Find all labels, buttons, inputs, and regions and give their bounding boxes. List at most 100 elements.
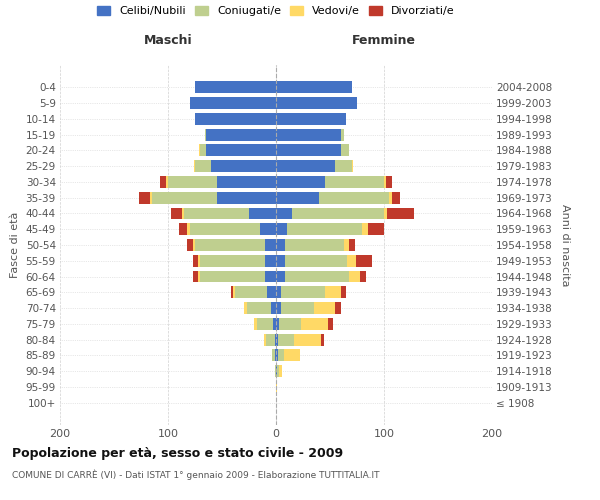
- Bar: [265, 239, 276, 251]
- Bar: [322, 334, 323, 345]
- Bar: [275, 334, 276, 345]
- Bar: [200, 255, 265, 266]
- Text: Popolazione per età, sesso e stato civile - 2009: Popolazione per età, sesso e stato civil…: [12, 448, 343, 460]
- Bar: [166, 176, 168, 188]
- Bar: [341, 128, 344, 140]
- Bar: [193, 270, 198, 282]
- Bar: [272, 350, 275, 362]
- Bar: [386, 176, 392, 188]
- Bar: [275, 366, 276, 377]
- Bar: [276, 270, 284, 282]
- Bar: [292, 208, 384, 220]
- Bar: [284, 239, 344, 251]
- Bar: [276, 208, 292, 220]
- Bar: [171, 208, 182, 220]
- Bar: [187, 224, 190, 235]
- Bar: [287, 224, 362, 235]
- Bar: [190, 224, 260, 235]
- Bar: [195, 82, 276, 93]
- Y-axis label: Anni di nascita: Anni di nascita: [560, 204, 569, 286]
- Bar: [198, 255, 200, 266]
- Text: Femmine: Femmine: [352, 34, 416, 48]
- Bar: [199, 144, 200, 156]
- Bar: [260, 224, 276, 235]
- Bar: [264, 334, 266, 345]
- Bar: [276, 286, 281, 298]
- Bar: [198, 270, 200, 282]
- Bar: [341, 286, 346, 298]
- Bar: [279, 318, 301, 330]
- Bar: [276, 192, 319, 203]
- Bar: [244, 302, 247, 314]
- Bar: [279, 366, 283, 377]
- Bar: [314, 302, 335, 314]
- Bar: [276, 350, 278, 362]
- Bar: [276, 160, 335, 172]
- Bar: [278, 334, 295, 345]
- Bar: [276, 113, 346, 124]
- Bar: [276, 224, 287, 235]
- Bar: [206, 128, 276, 140]
- Bar: [335, 160, 352, 172]
- Bar: [268, 286, 276, 298]
- Bar: [211, 160, 276, 172]
- Legend: Celibi/Nubili, Coniugati/e, Vedovi/e, Divorziati/e: Celibi/Nubili, Coniugati/e, Vedovi/e, Di…: [97, 6, 455, 16]
- Bar: [168, 176, 217, 188]
- Bar: [273, 318, 276, 330]
- Bar: [257, 318, 273, 330]
- Bar: [325, 286, 341, 298]
- Bar: [276, 128, 341, 140]
- Bar: [233, 286, 235, 298]
- Bar: [190, 97, 276, 109]
- Bar: [275, 350, 276, 362]
- Bar: [184, 208, 249, 220]
- Bar: [392, 192, 400, 203]
- Bar: [276, 366, 277, 377]
- Bar: [362, 224, 368, 235]
- Bar: [319, 192, 389, 203]
- Bar: [387, 208, 414, 220]
- Bar: [295, 334, 322, 345]
- Bar: [187, 239, 193, 251]
- Bar: [368, 224, 384, 235]
- Bar: [235, 286, 268, 298]
- Bar: [200, 144, 206, 156]
- Bar: [360, 270, 365, 282]
- Bar: [276, 318, 279, 330]
- Bar: [179, 224, 187, 235]
- Y-axis label: Fasce di età: Fasce di età: [10, 212, 20, 278]
- Bar: [266, 334, 275, 345]
- Text: COMUNE DI CARRÈ (VI) - Dati ISTAT 1° gennaio 2009 - Elaborazione TUTTITALIA.IT: COMUNE DI CARRÈ (VI) - Dati ISTAT 1° gen…: [12, 469, 380, 480]
- Bar: [265, 270, 276, 282]
- Bar: [347, 255, 356, 266]
- Bar: [276, 82, 352, 93]
- Bar: [389, 192, 392, 203]
- Bar: [217, 176, 276, 188]
- Bar: [205, 128, 206, 140]
- Bar: [284, 255, 347, 266]
- Bar: [284, 350, 300, 362]
- Bar: [281, 302, 314, 314]
- Bar: [349, 239, 355, 251]
- Bar: [352, 160, 353, 172]
- Bar: [194, 160, 195, 172]
- Bar: [301, 318, 328, 330]
- Bar: [200, 270, 265, 282]
- Bar: [325, 176, 384, 188]
- Bar: [349, 270, 360, 282]
- Bar: [193, 255, 198, 266]
- Bar: [276, 97, 357, 109]
- Bar: [160, 176, 166, 188]
- Bar: [182, 208, 184, 220]
- Bar: [384, 176, 386, 188]
- Bar: [281, 286, 325, 298]
- Bar: [284, 270, 349, 282]
- Bar: [195, 239, 265, 251]
- Bar: [344, 239, 349, 251]
- Bar: [276, 176, 325, 188]
- Bar: [195, 160, 211, 172]
- Bar: [276, 144, 341, 156]
- Bar: [276, 255, 284, 266]
- Bar: [149, 192, 152, 203]
- Bar: [328, 318, 333, 330]
